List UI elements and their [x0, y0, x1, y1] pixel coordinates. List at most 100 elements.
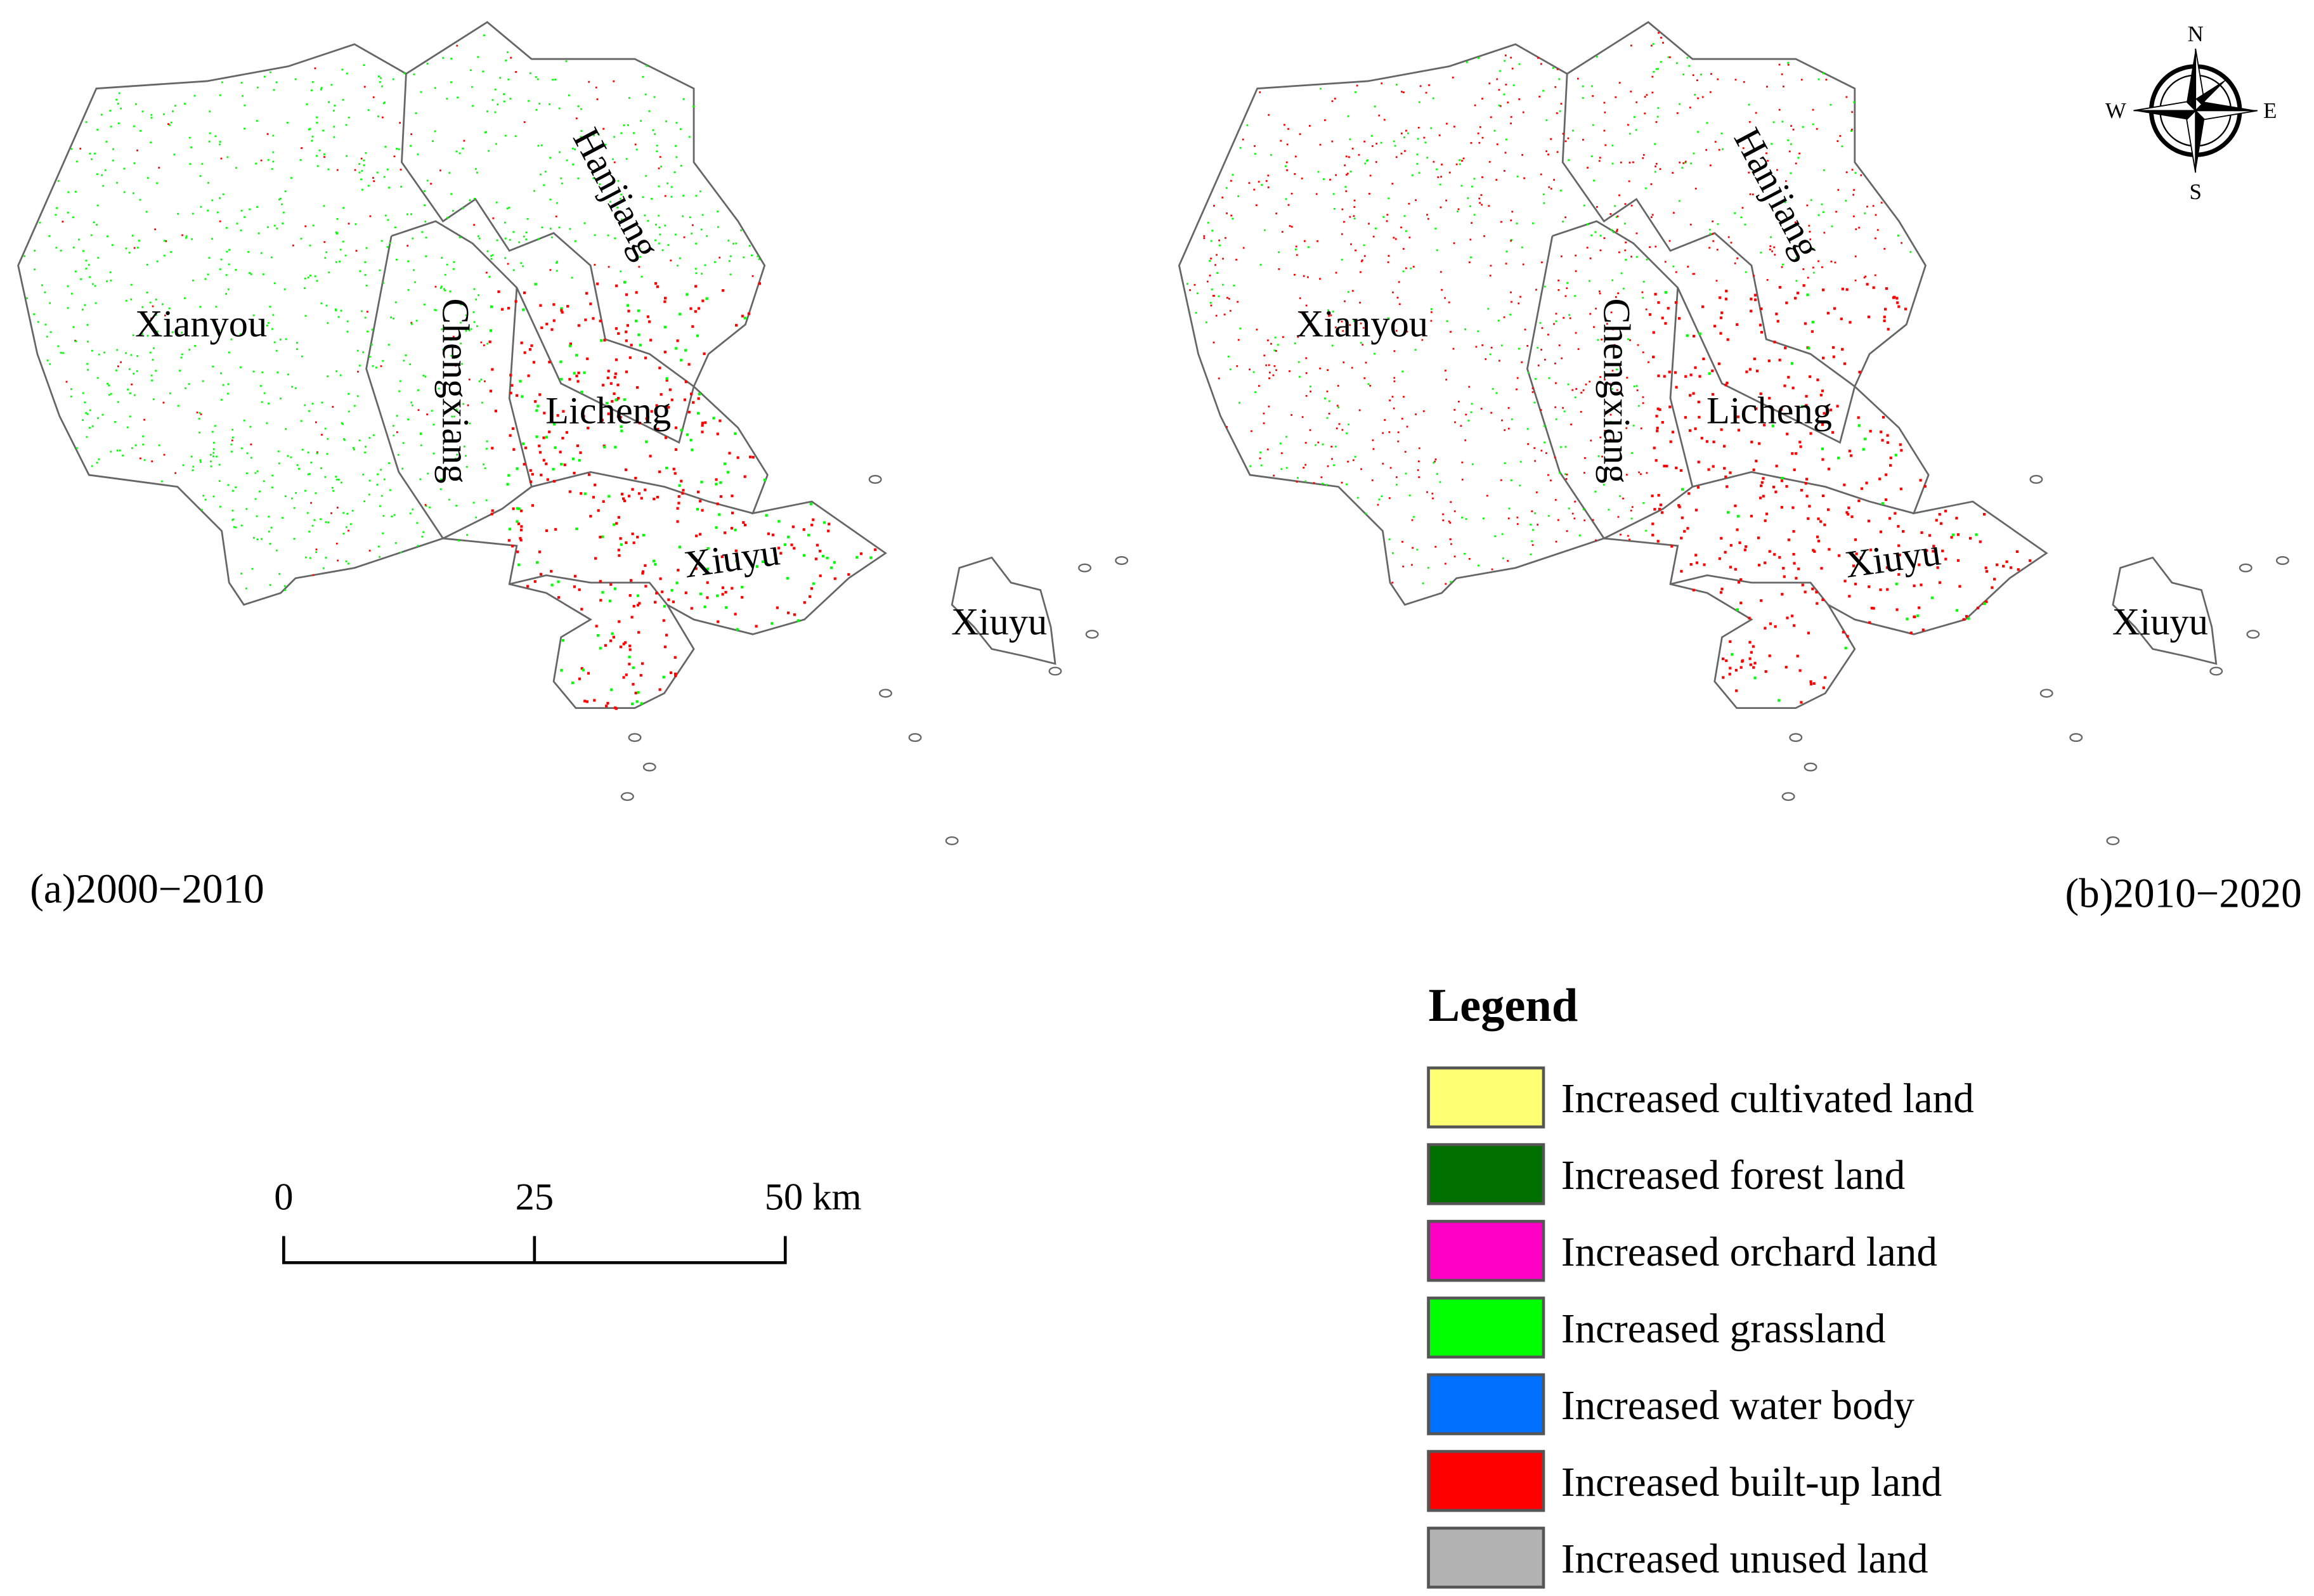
change-pixel [414, 281, 416, 283]
change-pixel [490, 257, 493, 260]
change-pixel [1562, 133, 1564, 135]
change-pixel [89, 276, 91, 278]
change-pixel [1310, 386, 1311, 387]
change-pixel [1830, 261, 1833, 263]
change-pixel [427, 472, 429, 475]
change-pixel [1883, 248, 1886, 250]
change-pixel [1391, 396, 1394, 398]
change-pixel [613, 587, 617, 590]
change-pixel [1346, 483, 1348, 486]
change-pixel [1218, 295, 1220, 297]
change-pixel [731, 495, 734, 498]
change-pixel [1696, 486, 1700, 489]
change-pixel [72, 216, 74, 219]
change-pixel [1737, 581, 1741, 584]
change-pixel [1576, 77, 1579, 80]
change-pixel [1440, 206, 1442, 209]
change-pixel [1868, 621, 1871, 624]
change-pixel [181, 332, 183, 334]
change-pixel [2017, 568, 2020, 571]
change-pixel [1781, 593, 1784, 596]
change-pixel [439, 169, 441, 172]
change-pixel [779, 552, 783, 555]
change-pixel [816, 543, 819, 547]
change-pixel [136, 149, 138, 152]
change-pixel [689, 307, 692, 310]
change-pixel [580, 492, 583, 495]
change-pixel [1633, 385, 1635, 387]
change-pixel [1518, 347, 1520, 350]
change-pixel [1426, 214, 1428, 216]
change-pixel [1840, 317, 1843, 321]
change-pixel [1299, 375, 1301, 378]
change-pixel [471, 86, 473, 88]
change-pixel [86, 436, 88, 438]
change-pixel [1792, 552, 1795, 556]
change-pixel [1679, 161, 1681, 164]
change-pixel [218, 464, 221, 466]
change-pixel [1574, 500, 1576, 503]
change-pixel [337, 479, 340, 481]
change-pixel [1378, 114, 1381, 117]
change-pixel [1694, 509, 1698, 512]
change-pixel [632, 132, 635, 134]
change-pixel [1392, 291, 1394, 294]
change-pixel [1363, 140, 1366, 143]
panel-caption: (a)2000−2010 [30, 867, 264, 912]
change-pixel [537, 145, 540, 147]
change-pixel [1405, 129, 1407, 132]
change-pixel [228, 351, 230, 354]
change-pixel [1689, 373, 1693, 377]
change-pixel [558, 107, 561, 110]
change-pixel [1440, 271, 1442, 273]
change-pixel [680, 165, 682, 167]
change-pixel [1675, 466, 1678, 470]
change-pixel [316, 155, 318, 157]
change-pixel [1510, 240, 1512, 242]
change-pixel [1462, 157, 1465, 160]
change-pixel [75, 340, 77, 342]
change-pixel [1215, 315, 1218, 317]
change-pixel [636, 604, 640, 607]
change-pixel [540, 326, 543, 329]
change-pixel [695, 195, 698, 197]
change-pixel [1295, 245, 1297, 248]
change-pixel [245, 508, 248, 510]
change-pixel [682, 98, 685, 100]
change-pixel [1350, 243, 1352, 245]
change-pixel [550, 583, 554, 587]
change-pixel [523, 291, 526, 294]
change-pixel [1566, 287, 1568, 289]
change-pixel [394, 301, 397, 304]
change-pixel [56, 207, 58, 209]
change-pixel [620, 270, 622, 273]
change-pixel [1804, 590, 1807, 594]
change-pixel [490, 305, 493, 308]
change-pixel [640, 702, 643, 705]
change-pixel [1729, 640, 1732, 643]
change-pixel [1630, 517, 1633, 520]
change-pixel [1392, 552, 1394, 554]
change-pixel [140, 457, 141, 460]
change-pixel [1630, 509, 1632, 512]
change-pixel [625, 293, 628, 296]
change-pixel [574, 148, 576, 151]
change-pixel [1897, 544, 1901, 547]
change-pixel [174, 105, 176, 107]
change-pixel [519, 538, 523, 542]
change-pixel [209, 132, 211, 134]
district-boundary [516, 287, 695, 444]
change-pixel [1436, 473, 1438, 475]
change-pixel [1635, 385, 1638, 387]
change-pixel [1587, 223, 1589, 226]
change-pixel [1502, 557, 1504, 559]
change-pixel [1656, 115, 1659, 118]
change-pixel [545, 436, 549, 439]
change-pixel [1445, 199, 1448, 202]
change-pixel [1784, 666, 1788, 669]
change-pixel [1851, 169, 1854, 171]
change-pixel [356, 349, 359, 352]
change-pixel [1568, 159, 1570, 161]
change-pixel [553, 479, 556, 483]
change-pixel [110, 126, 112, 128]
